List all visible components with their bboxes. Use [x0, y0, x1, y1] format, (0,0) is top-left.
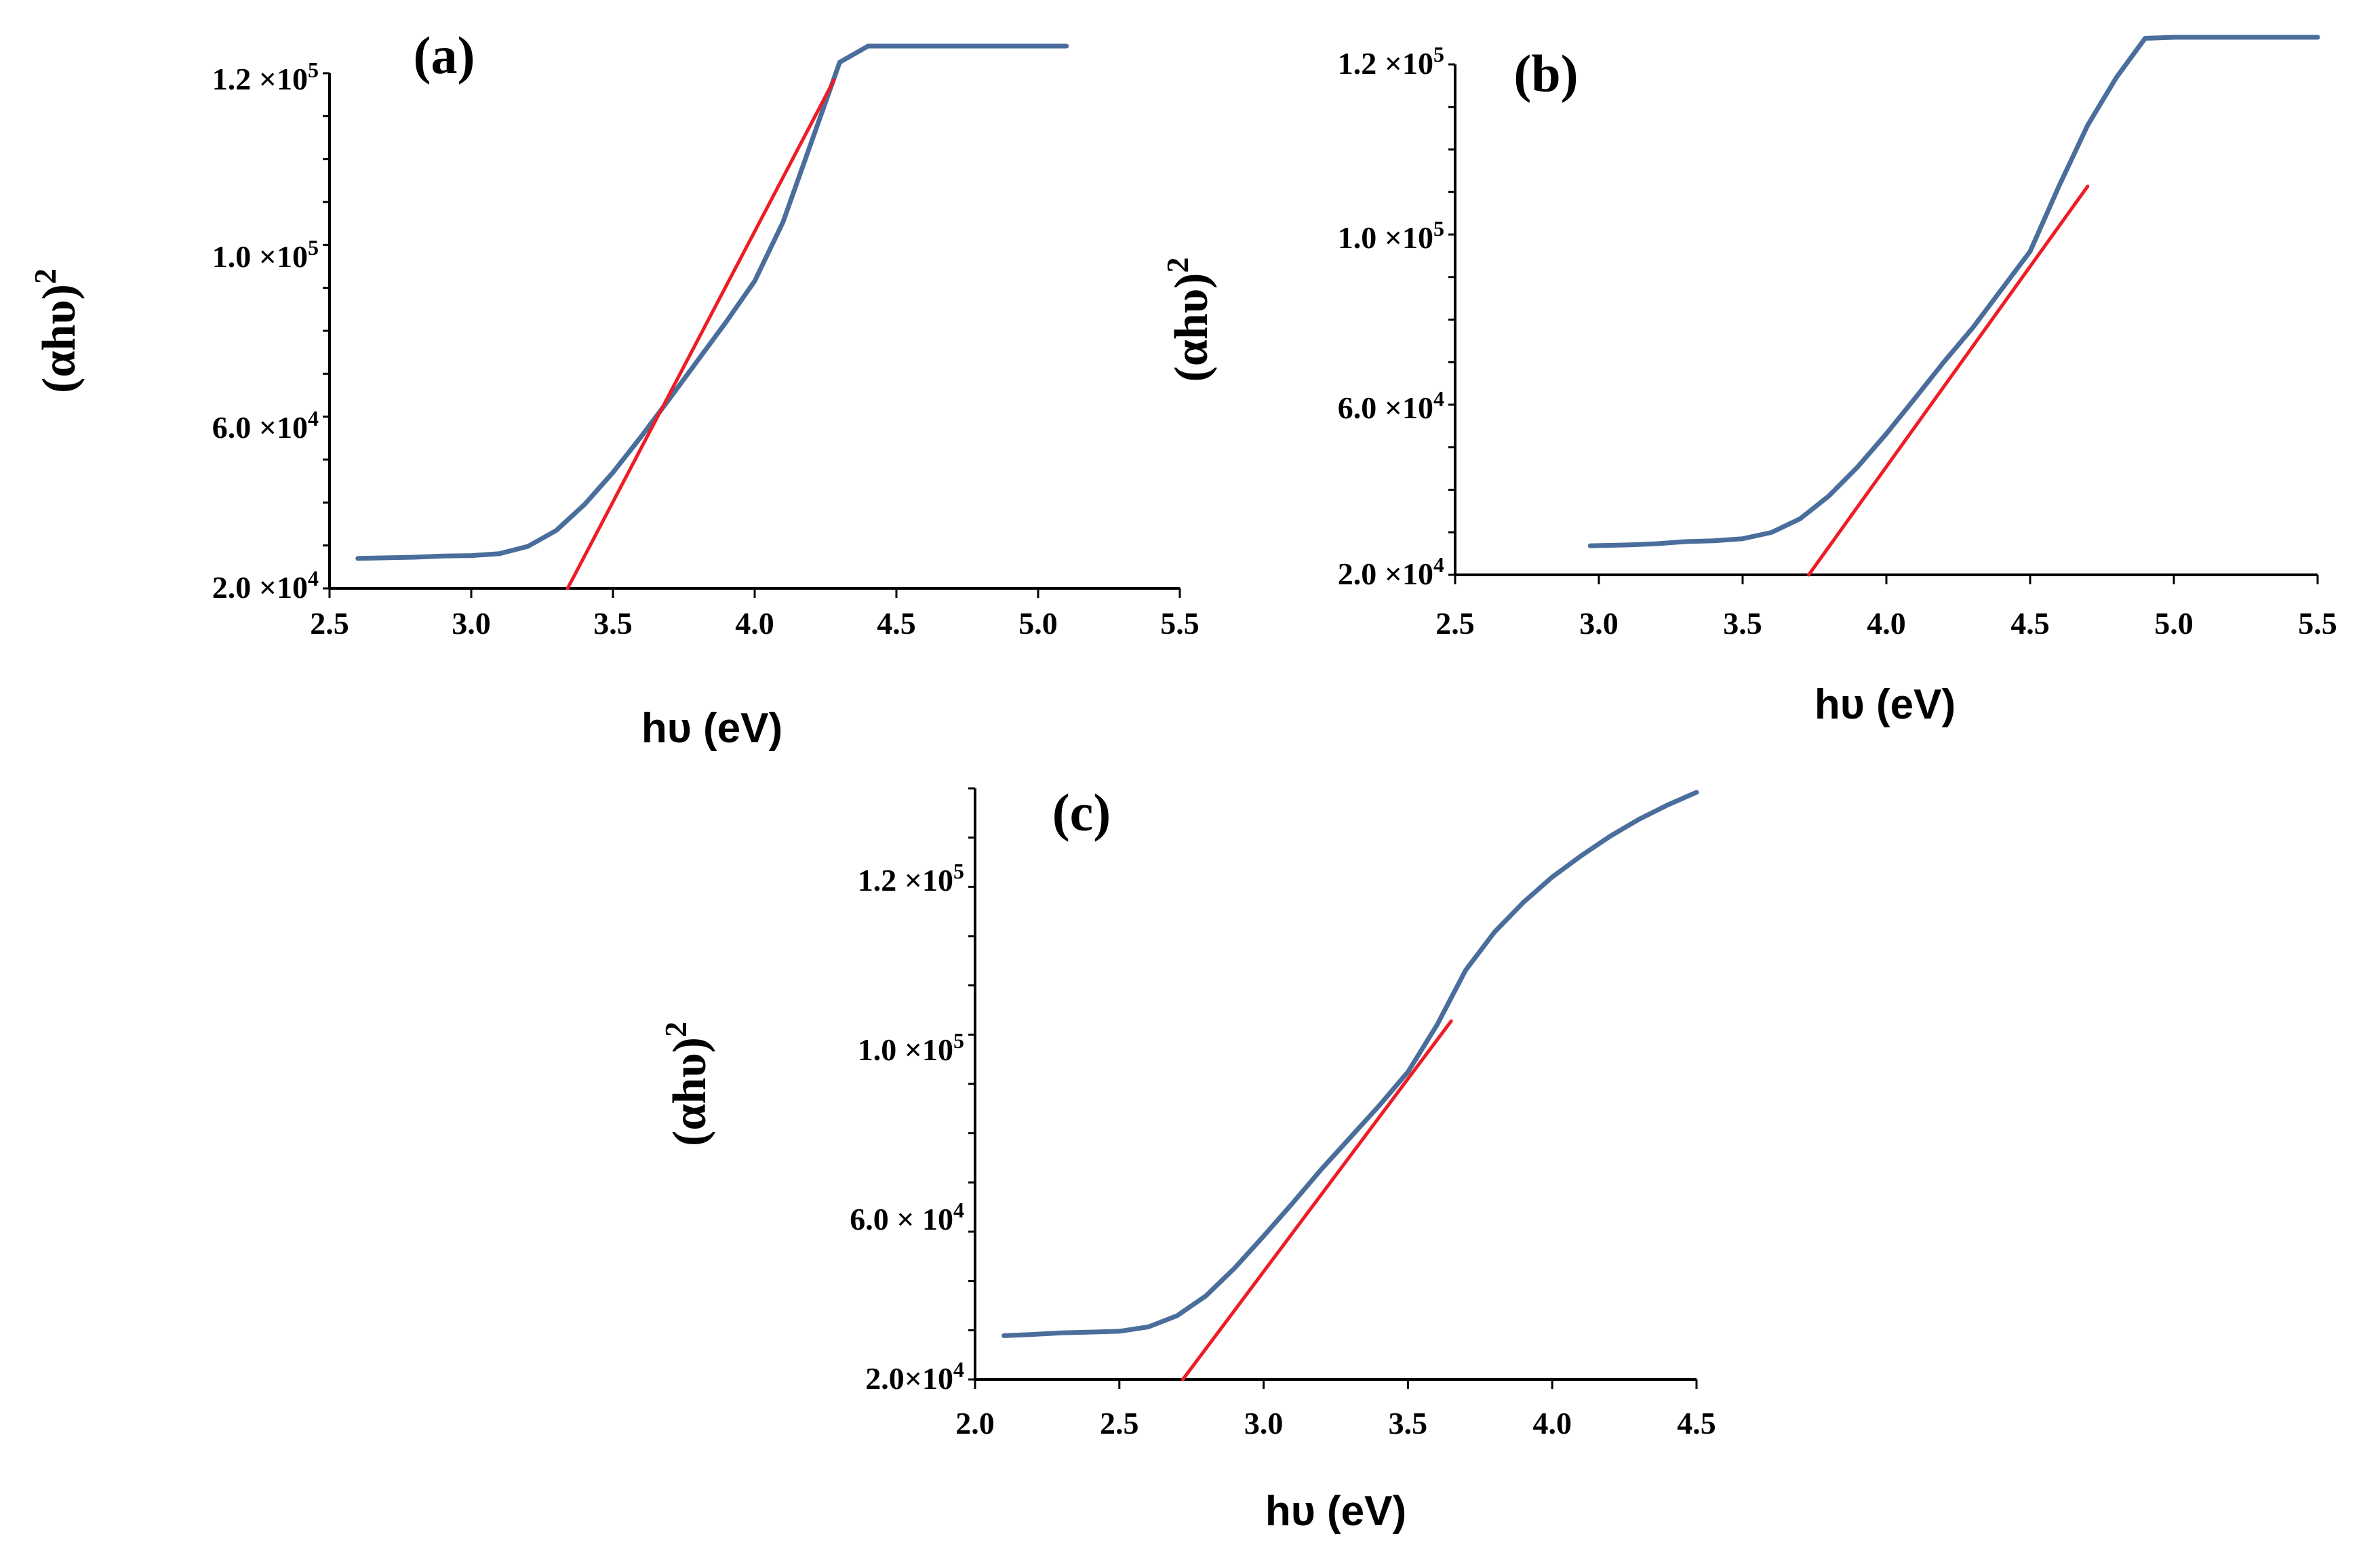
y-axis-title: (αhυ)2	[1160, 258, 1218, 382]
y-tick-label: 2.0 ×104	[212, 566, 319, 605]
y-tick-mantissa: 1.0 ×10	[858, 1032, 953, 1067]
y-tick-exponent: 5	[1433, 216, 1444, 241]
fit-line	[1807, 184, 2090, 577]
y-axis-title: (αhυ)2	[658, 1022, 716, 1146]
y-tick-label: 1.2 ×105	[1338, 42, 1444, 81]
y-tick-exponent: 5	[308, 235, 319, 260]
x-tick-label: 3.5	[593, 606, 633, 641]
y-tick-label: 2.0 ×104	[1338, 552, 1444, 591]
y-tick-mantissa: 1.2 ×10	[1338, 46, 1433, 81]
panel-label: (b)	[1513, 44, 1578, 103]
x-tick-label: 3.0	[1579, 606, 1619, 641]
x-tick-label: 5.0	[2154, 606, 2194, 641]
series-line-absorption	[1587, 35, 2320, 548]
y-axis-title: (αhυ)2	[28, 268, 85, 393]
y-tick-exponent: 4	[1433, 552, 1444, 577]
y-tick-mantissa: 1.2 ×10	[858, 863, 953, 897]
series-line-absorption	[1001, 790, 1699, 1338]
y-tick-label: 1.0 ×105	[858, 1028, 964, 1067]
y-tick-exponent: 4	[953, 1357, 964, 1381]
y-tick-mantissa: 2.0 ×10	[1338, 557, 1433, 591]
y-tick-mantissa: 6.0 ×10	[1338, 390, 1433, 425]
y-tick-label: 6.0 ×104	[212, 406, 319, 445]
y-tick-mantissa: 1.0 ×10	[1338, 220, 1433, 255]
x-tick-label: 3.0	[1244, 1406, 1284, 1440]
y-tick-mantissa: 6.0 × 10	[850, 1202, 953, 1236]
y-tick-exponent: 5	[953, 859, 964, 883]
fit-line	[1181, 1019, 1453, 1381]
y-axis-title-superscript: 2	[28, 268, 62, 284]
y-tick-label: 1.2 ×105	[858, 859, 964, 897]
y-tick-mantissa: 1.0 ×10	[212, 239, 308, 274]
x-tick-label: 2.5	[1435, 606, 1475, 641]
y-tick-mantissa: 2.0×10	[865, 1361, 953, 1396]
x-tick-label: 4.0	[735, 606, 774, 641]
y-tick-label: 6.0 × 104	[850, 1198, 964, 1236]
y-tick-exponent: 4	[308, 406, 319, 430]
y-tick-label: 1.2 ×105	[212, 58, 319, 96]
y-axis-title-superscript: 2	[658, 1022, 693, 1037]
x-tick-label: 3.5	[1389, 1406, 1428, 1440]
x-tick-label: 5.5	[2298, 606, 2337, 641]
series-line-absorption	[355, 43, 1069, 561]
y-axis-title-base: (αhυ)	[1166, 273, 1218, 382]
x-tick-label: 4.5	[877, 606, 916, 641]
x-tick-label: 2.0	[955, 1406, 995, 1440]
x-tick-label: 2.5	[1100, 1406, 1139, 1440]
y-tick-label: 2.0×104	[865, 1357, 964, 1396]
x-tick-label: 4.5	[2010, 606, 2050, 641]
panel-label: (c)	[1052, 783, 1111, 842]
x-axis-title: hυ (eV)	[1265, 1488, 1406, 1535]
y-axis-title-base: (αhυ)	[33, 284, 85, 393]
y-tick-mantissa: 1.2 ×10	[212, 62, 308, 96]
x-axis-title: hυ (eV)	[641, 705, 782, 752]
y-axis-title-superscript: 2	[1160, 258, 1195, 273]
y-tick-mantissa: 2.0 ×10	[212, 570, 308, 605]
y-tick-label: 1.0 ×105	[212, 235, 319, 274]
y-tick-exponent: 5	[953, 1028, 964, 1053]
x-tick-label: 4.0	[1532, 1406, 1572, 1440]
x-tick-label: 3.0	[452, 606, 491, 641]
y-tick-exponent: 4	[953, 1198, 964, 1222]
x-axis-title: hυ (eV)	[1814, 681, 1956, 728]
y-tick-label: 6.0 ×104	[1338, 386, 1444, 425]
x-tick-label: 5.0	[1018, 606, 1058, 641]
x-tick-label: 5.5	[1160, 606, 1199, 641]
panel-label: (a)	[414, 26, 475, 85]
y-tick-exponent: 4	[308, 566, 319, 590]
x-tick-label: 4.5	[1677, 1406, 1716, 1440]
y-tick-exponent: 4	[1433, 386, 1444, 411]
y-tick-mantissa: 6.0 ×10	[212, 410, 308, 445]
x-tick-label: 3.5	[1723, 606, 1762, 641]
x-tick-label: 2.5	[310, 606, 349, 641]
y-axis-title-base: (αhυ)	[664, 1037, 716, 1146]
y-tick-exponent: 5	[1433, 42, 1444, 66]
fit-line	[566, 78, 836, 590]
y-tick-exponent: 5	[308, 58, 319, 82]
x-tick-label: 4.0	[1867, 606, 1906, 641]
y-tick-label: 1.0 ×105	[1338, 216, 1444, 255]
